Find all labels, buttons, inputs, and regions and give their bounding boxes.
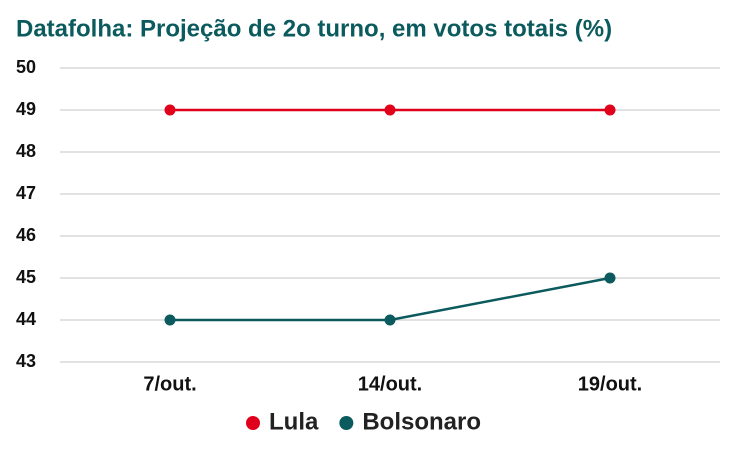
data-point bbox=[604, 104, 616, 116]
legend-label: Lula bbox=[269, 408, 319, 435]
x-tick-label: 19/out. bbox=[578, 373, 642, 395]
legend-label: Bolsonaro bbox=[362, 408, 481, 435]
series-line bbox=[170, 276, 611, 322]
y-tick-label: 43 bbox=[16, 351, 36, 371]
data-point bbox=[164, 314, 176, 326]
data-point bbox=[164, 104, 176, 116]
x-tick-label: 7/out. bbox=[143, 373, 196, 395]
data-point bbox=[384, 104, 396, 116]
legend-marker bbox=[339, 416, 354, 430]
legend-marker bbox=[246, 416, 260, 430]
y-tick-label: 49 bbox=[16, 99, 36, 119]
x-tick-label: 14/out. bbox=[358, 373, 422, 395]
data-point bbox=[384, 314, 396, 326]
y-tick-label: 47 bbox=[16, 183, 36, 203]
y-tick-label: 50 bbox=[16, 57, 36, 77]
y-tick-label: 46 bbox=[16, 225, 36, 245]
data-point bbox=[604, 272, 616, 284]
chart-title: Datafolha: Projeção de 2o turno, em voto… bbox=[16, 15, 612, 42]
y-tick-label: 45 bbox=[16, 267, 36, 287]
y-tick-label: 44 bbox=[16, 309, 36, 329]
y-tick-label: 48 bbox=[16, 141, 36, 161]
